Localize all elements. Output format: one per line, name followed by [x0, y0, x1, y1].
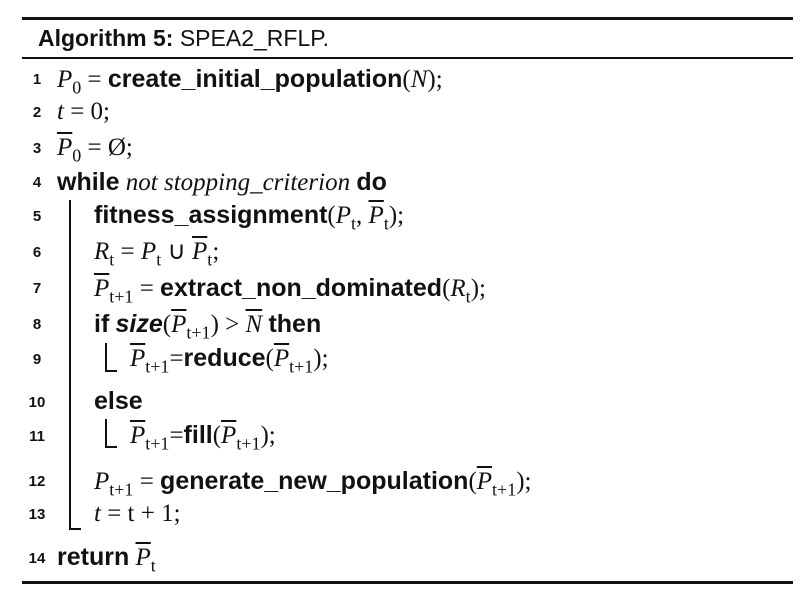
line-number: 2 [32, 104, 42, 121]
top-rule [22, 17, 793, 20]
line-number: 10 [28, 394, 46, 411]
code-line-2: t = 0; [57, 98, 110, 125]
while-block-end [69, 528, 81, 530]
code-line-6: Rt = Pt ∪ Pt; [94, 238, 220, 270]
code-line-3: P0 = Ø; [57, 134, 133, 166]
code-line-10: else [94, 387, 143, 415]
else-block-end [105, 446, 117, 448]
line-number: 5 [32, 208, 42, 225]
algorithm-name: SPEA2_RFLP. [179, 25, 330, 51]
line-number: 6 [32, 244, 42, 261]
code-line-14: return Pt [57, 543, 156, 576]
line-number: 7 [32, 280, 42, 297]
code-line-11: Pt+1=fill(Pt+1); [130, 421, 276, 454]
if-block-end [105, 370, 117, 372]
algorithm-label: Algorithm 5: [38, 25, 174, 51]
line-number: 13 [28, 506, 46, 523]
line-number: 3 [32, 140, 42, 157]
while-block-bar [69, 200, 71, 530]
code-line-9: Pt+1=reduce(Pt+1); [130, 344, 329, 377]
line-number: 14 [28, 550, 46, 567]
line-number: 12 [28, 473, 46, 490]
line-number: 4 [32, 174, 42, 191]
code-line-7: Pt+1 = extract_non_dominated(Rt); [94, 274, 486, 307]
bottom-rule [22, 581, 793, 584]
code-line-5: fitness_assignment(Pt, Pt); [94, 201, 405, 234]
if-block-bar [105, 343, 107, 372]
header-rule [22, 57, 793, 59]
code-line-12: Pt+1 = generate_new_population(Pt+1); [94, 467, 532, 500]
line-number: 8 [32, 316, 42, 333]
code-line-13: t = t + 1; [94, 500, 181, 527]
line-number: 11 [29, 428, 45, 445]
line-number: 9 [32, 351, 42, 368]
code-line-1: P0 = create_initial_population(N); [57, 65, 443, 98]
code-line-8: if size(Pt+1) > N then [94, 310, 322, 343]
algorithm-title: Algorithm 5: SPEA2_RFLP. [38, 22, 329, 54]
line-number: 1 [32, 71, 42, 88]
else-block-bar [105, 419, 107, 448]
code-line-4: while not stopping_criterion do [57, 168, 387, 196]
